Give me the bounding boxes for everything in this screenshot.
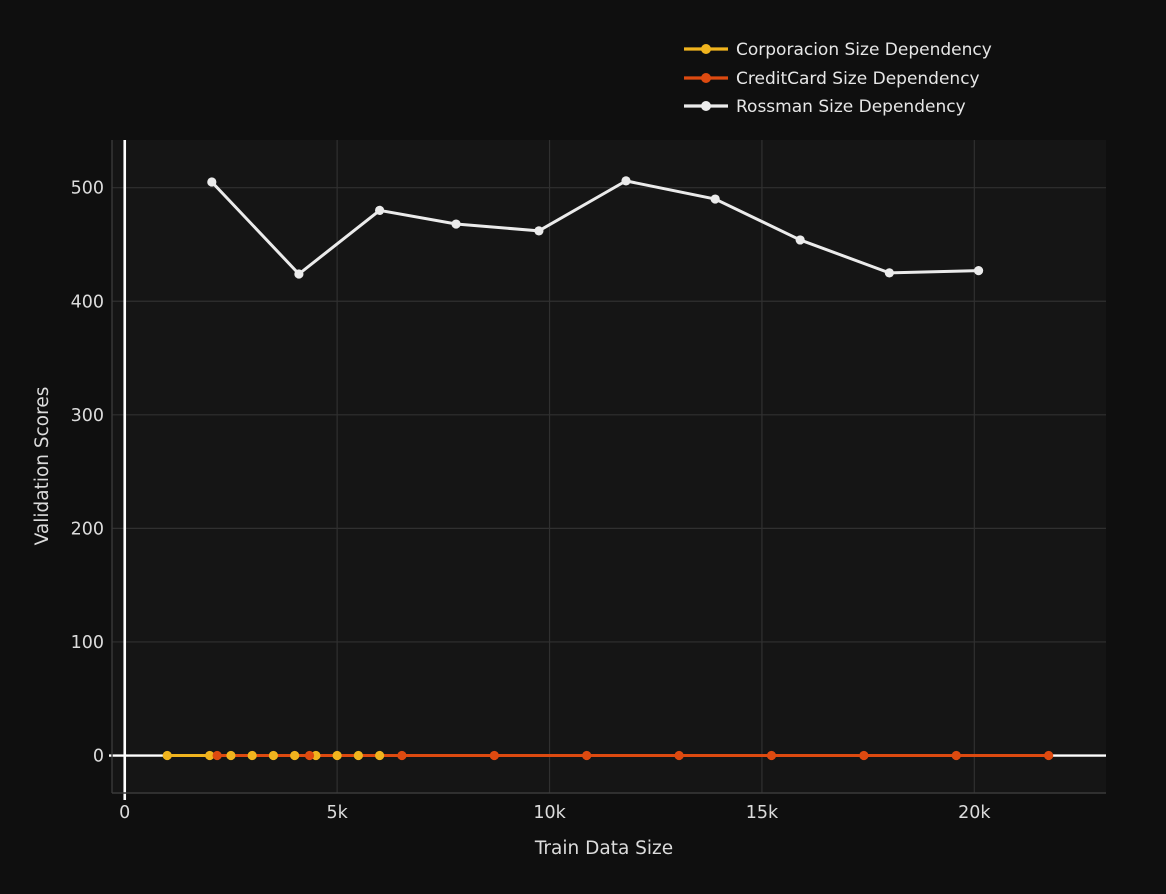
plot-borders: [111, 140, 1106, 794]
legend-item-corporacion: Corporacion Size Dependency: [684, 40, 992, 60]
creditcard-legend-marker-icon: [701, 73, 711, 83]
x-tick-label: 5k: [326, 803, 348, 823]
rossman-point: [710, 194, 720, 204]
rossman-point: [795, 235, 805, 245]
creditcard-point: [859, 750, 869, 761]
series-markers: [162, 176, 1054, 761]
corporacion-legend-marker-icon: [701, 44, 711, 54]
rossman-point: [884, 268, 894, 278]
creditcard-point: [212, 750, 222, 761]
rossman-point: [534, 226, 544, 236]
y-tick-label: 0: [93, 747, 104, 767]
legend: Corporacion Size Dependency CreditCard S…: [684, 40, 992, 117]
corporacion-point: [226, 750, 236, 761]
corporacion-legend-label: Corporacion Size Dependency: [736, 40, 992, 60]
y-tick-label: 100: [71, 633, 104, 653]
creditcard-point: [397, 750, 407, 761]
creditcard-legend-label: CreditCard Size Dependency: [736, 69, 980, 89]
x-tick-label: 20k: [958, 803, 991, 823]
rossman-point: [451, 219, 461, 229]
y-axis-title: Validation Scores: [32, 387, 53, 546]
corporacion-point: [375, 750, 385, 761]
corporacion-point: [353, 750, 363, 761]
corporacion-point: [205, 750, 215, 761]
rossman-point: [207, 177, 217, 187]
corporacion-point: [290, 750, 300, 761]
rossman-line: [210, 179, 981, 276]
creditcard-point: [489, 750, 499, 761]
x-tick-label: 15k: [746, 803, 779, 823]
y-tick-label: 400: [71, 292, 104, 312]
rossman-point: [375, 205, 385, 216]
creditcard-point: [951, 750, 961, 761]
creditcard-point: [582, 750, 592, 761]
tick-labels: 0 5k 10k 15k 20k 0 100 200 300 400 500: [71, 179, 992, 823]
corporacion-point: [162, 750, 172, 761]
corporacion-point: [268, 750, 279, 761]
gridlines: [112, 140, 1106, 793]
x-tick-label: 0: [119, 803, 130, 823]
legend-item-rossman: Rossman Size Dependency: [684, 97, 966, 117]
y-tick-label: 300: [71, 406, 104, 426]
corporacion-point: [332, 750, 342, 761]
corporacion-point: [247, 750, 257, 761]
rossman-point: [973, 266, 984, 276]
corporacion-point: [311, 750, 321, 761]
rossman-point: [621, 176, 631, 186]
y-tick-label: 200: [71, 519, 104, 539]
legend-item-creditcard: CreditCard Size Dependency: [684, 69, 980, 89]
creditcard-point: [766, 750, 777, 761]
rossman-legend-label: Rossman Size Dependency: [736, 97, 966, 117]
creditcard-point: [1044, 750, 1054, 761]
rossman-legend-marker-icon: [701, 101, 711, 111]
creditcard-point: [674, 750, 684, 761]
creditcard-point: [304, 750, 315, 761]
x-axis-title: Train Data Size: [534, 838, 673, 859]
x-tick-label: 10k: [533, 803, 566, 823]
rossman-point: [294, 269, 304, 279]
plot-area: [112, 140, 1106, 793]
y-tick-label: 500: [71, 179, 104, 199]
